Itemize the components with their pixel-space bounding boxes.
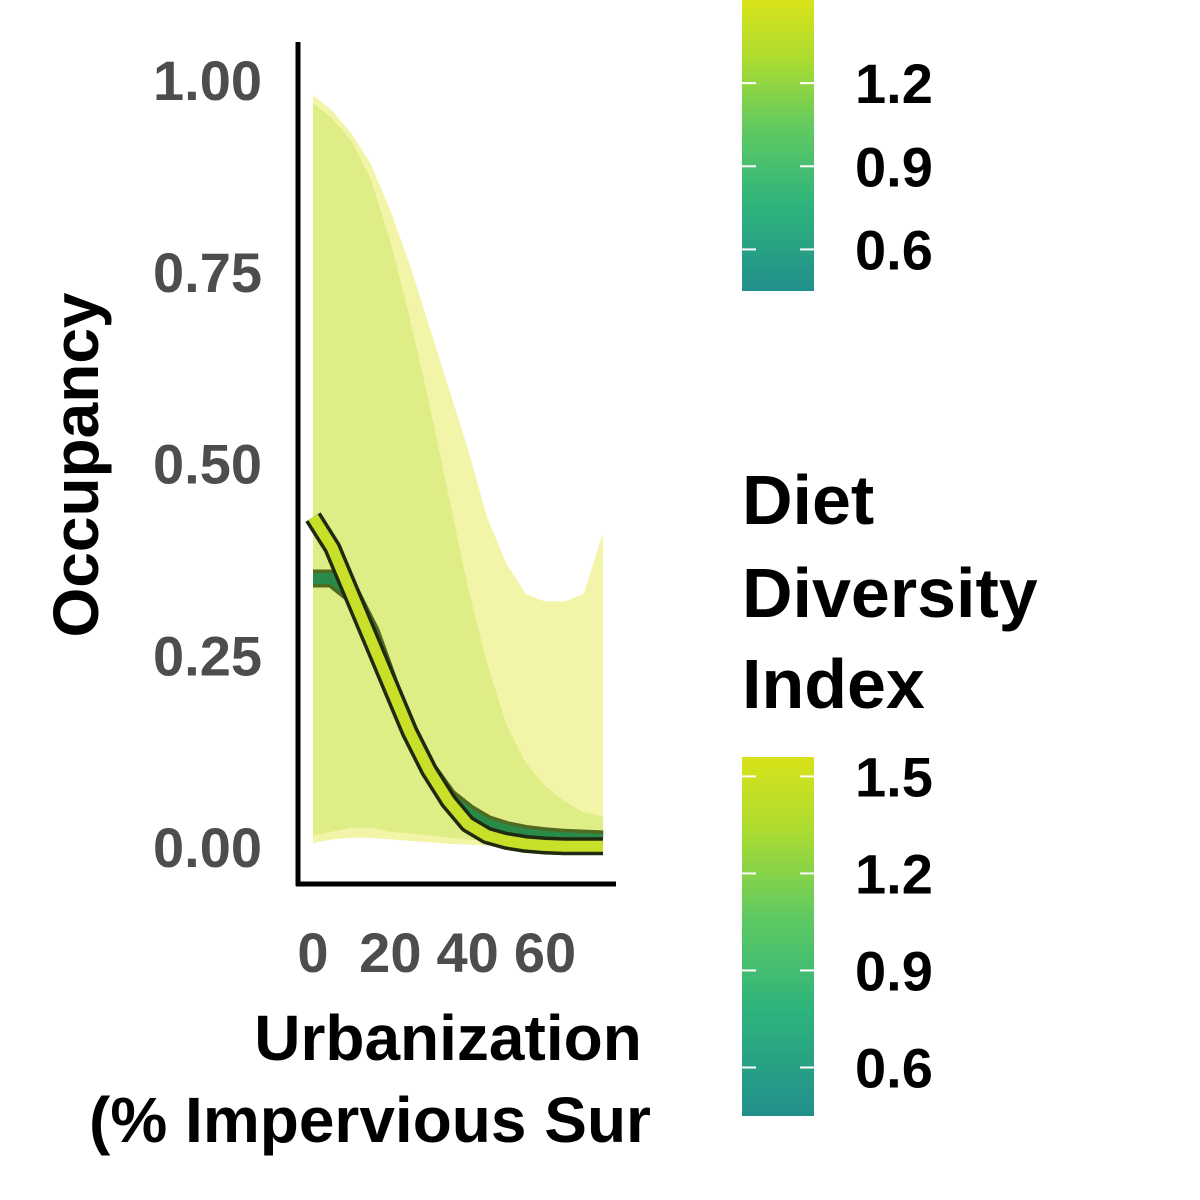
legend-tick-label: 1.5 <box>855 745 933 808</box>
x-tick-labels: 0 20 40 60 <box>297 921 576 984</box>
x-axis-title-line-2: (% Impervious Sur <box>89 1084 651 1156</box>
y-tick-label: 0.25 <box>153 624 262 687</box>
occupancy-line-2 <box>308 514 603 852</box>
y-tick-labels: 0.00 0.25 0.50 0.75 1.00 <box>153 49 262 879</box>
y-tick-label: 0.50 <box>153 433 262 496</box>
x-axis-title-line-1: Urbanization <box>254 1002 642 1074</box>
legend-title-line-2: Diversity <box>742 554 1038 632</box>
confidence-bands <box>313 95 603 848</box>
y-tick-label: 1.00 <box>153 49 262 112</box>
x-tick-label: 20 <box>359 921 421 984</box>
x-tick-label: 60 <box>514 921 576 984</box>
legend-tick-label: 1.2 <box>855 52 933 115</box>
y-tick-label: 0.00 <box>153 816 262 879</box>
legend-tick-label: 0.9 <box>855 939 933 1002</box>
legend-title-line-3: Index <box>742 645 925 723</box>
legend-top-colorbar <box>742 0 814 291</box>
x-tick-label: 40 <box>437 921 499 984</box>
legend-top: 1.2 0.9 0.6 <box>742 0 933 291</box>
x-tick-label: 0 <box>297 921 328 984</box>
legend-tick-label: 0.6 <box>855 218 933 281</box>
legend-tick-label: 1.2 <box>855 842 933 905</box>
legend-tick-label: 0.9 <box>855 135 933 198</box>
occupancy-lines <box>305 512 604 856</box>
confidence-band-2 <box>313 95 603 848</box>
legend-tick-label: 0.6 <box>855 1036 933 1099</box>
legend-title-line-1: Diet <box>742 461 874 539</box>
legend-diet-diversity: Diet Diversity Index 1.5 1.2 0.9 0.6 <box>742 461 1038 1116</box>
y-tick-label: 0.75 <box>153 241 262 304</box>
y-axis-title: Occupancy <box>40 292 112 637</box>
legend-diet-colorbar <box>742 757 814 1116</box>
